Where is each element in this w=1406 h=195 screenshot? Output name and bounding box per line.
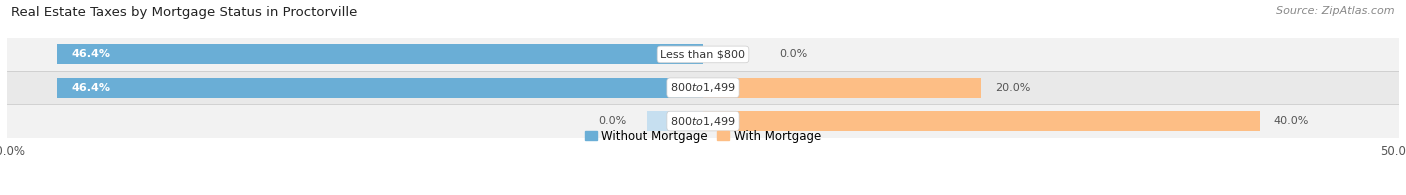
Text: 0.0%: 0.0%: [779, 49, 808, 59]
Legend: Without Mortgage, With Mortgage: Without Mortgage, With Mortgage: [585, 130, 821, 143]
Text: 20.0%: 20.0%: [995, 83, 1031, 93]
Text: $800 to $1,499: $800 to $1,499: [671, 81, 735, 94]
Bar: [58, 78, 703, 98]
Bar: [647, 111, 703, 131]
Bar: [7, 71, 1399, 104]
Text: $800 to $1,499: $800 to $1,499: [671, 115, 735, 128]
Bar: [58, 44, 703, 64]
Text: 46.4%: 46.4%: [72, 49, 110, 59]
Text: Source: ZipAtlas.com: Source: ZipAtlas.com: [1277, 6, 1395, 16]
Text: 40.0%: 40.0%: [1274, 116, 1309, 126]
Text: 46.4%: 46.4%: [72, 83, 110, 93]
Bar: [7, 104, 1399, 138]
Text: 0.0%: 0.0%: [598, 116, 627, 126]
Text: Real Estate Taxes by Mortgage Status in Proctorville: Real Estate Taxes by Mortgage Status in …: [11, 6, 357, 19]
Bar: [703, 111, 1260, 131]
Bar: [7, 38, 1399, 71]
Bar: [703, 78, 981, 98]
Text: Less than $800: Less than $800: [661, 49, 745, 59]
